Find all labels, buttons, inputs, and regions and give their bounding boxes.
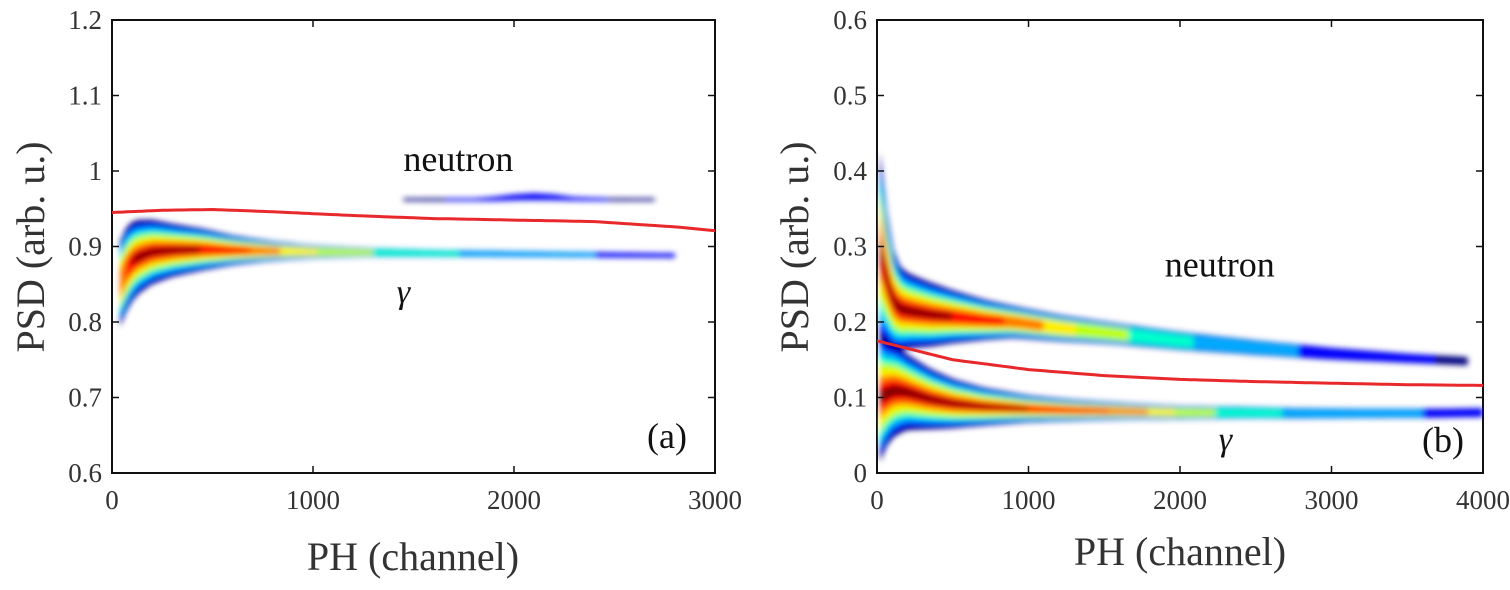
- panel-b-neutron-band-layer: [880, 215, 1044, 331]
- panel-b-y-tick-label: 0.1: [833, 383, 867, 413]
- panel-a-y-tick-label: 1.1: [68, 81, 102, 111]
- panel-a-y-tick-label: 0.6: [68, 458, 102, 488]
- panel-a-tag: (a): [647, 416, 687, 456]
- panel-b-x-axis-title: PH (channel): [1074, 529, 1286, 574]
- panel-b-gamma-band-layer: [880, 385, 1028, 411]
- panel-b-ticks: 0 1000 2000 3000 4000 0 0.1 0.2 0.3 0.4 0.5 0.6: [833, 5, 1510, 515]
- panel-a-x-tick-label: 1000: [286, 485, 340, 515]
- panel-b: 0 1000 2000 3000 4000 0 0.1 0.2 0.3 0.4 0.5 0.6 neu…: [772, 5, 1510, 574]
- panel-a-y-tick-label: 0.7: [68, 383, 102, 413]
- panel-a-y-tick-label: 1: [89, 156, 103, 186]
- panel-b-y-tick-label: 0.2: [833, 307, 867, 337]
- panel-b-y-axis-title: PSD (arb. u.): [772, 141, 817, 352]
- panel-a-y-tick-label: 0.9: [68, 232, 102, 262]
- panel-b-gamma-band-layer: [880, 354, 1282, 441]
- panel-a-x-tick-label: 3000: [688, 485, 742, 515]
- panel-b-y-tick-label: 0.5: [833, 81, 867, 111]
- panel-b-x-tick-label: 3000: [1305, 485, 1359, 515]
- panel-a-heatmap: [120, 193, 675, 327]
- panel-a-y-tick-label: 1.2: [68, 5, 102, 35]
- panel-a-y-axis-title: PSD (arb. u.): [8, 141, 53, 352]
- panel-b-y-tick-label: 0.4: [833, 156, 867, 186]
- panel-a-gamma-band-layer: [132, 247, 201, 266]
- panel-a: 0 1000 2000 3000 0.6 0.7 0.8 0.9 1 1.1 1.2 neutron…: [8, 5, 742, 579]
- panel-b-gamma-band-layer: [880, 380, 1108, 413]
- panel-b-discrimination-curve: [877, 339, 1483, 387]
- panel-a-neutron-label: neutron: [403, 139, 513, 179]
- panel-a-y-tick-label: 0.8: [68, 307, 102, 337]
- panel-b-x-tick-label: 4000: [1456, 485, 1510, 515]
- panel-b-heatmap: [880, 152, 1483, 462]
- panel-a-x-tick-label: 0: [105, 485, 119, 515]
- panel-b-y-tick-label: 0: [854, 458, 868, 488]
- panel-b-y-tick-label: 0.3: [833, 232, 867, 262]
- panel-a-discrimination-curve: [112, 207, 715, 233]
- panel-b-x-tick-label: 2000: [1153, 485, 1207, 515]
- panel-b-gamma-label: γ: [1219, 421, 1234, 458]
- panel-b-neutron-label: neutron: [1165, 245, 1275, 285]
- panel-a-x-axis-title: PH (channel): [307, 534, 519, 579]
- panel-b-x-tick-label: 0: [870, 485, 884, 515]
- panel-b-y-tick-label: 0.6: [833, 5, 867, 35]
- panel-a-neutron-band-layer: [445, 193, 608, 201]
- panel-b-tag: (b): [1422, 420, 1464, 460]
- panel-a-x-tick-label: 2000: [487, 485, 541, 515]
- panel-b-x-tick-label: 1000: [1002, 485, 1056, 515]
- panel-a-ticks: 0 1000 2000 3000 0.6 0.7 0.8 0.9 1 1.1 1.2: [68, 5, 742, 515]
- panel-a-gamma-label: γ: [397, 274, 412, 311]
- panel-b-neutron-band-layer: [880, 204, 1076, 336]
- panel-b-gamma-band-layer: [880, 361, 1215, 434]
